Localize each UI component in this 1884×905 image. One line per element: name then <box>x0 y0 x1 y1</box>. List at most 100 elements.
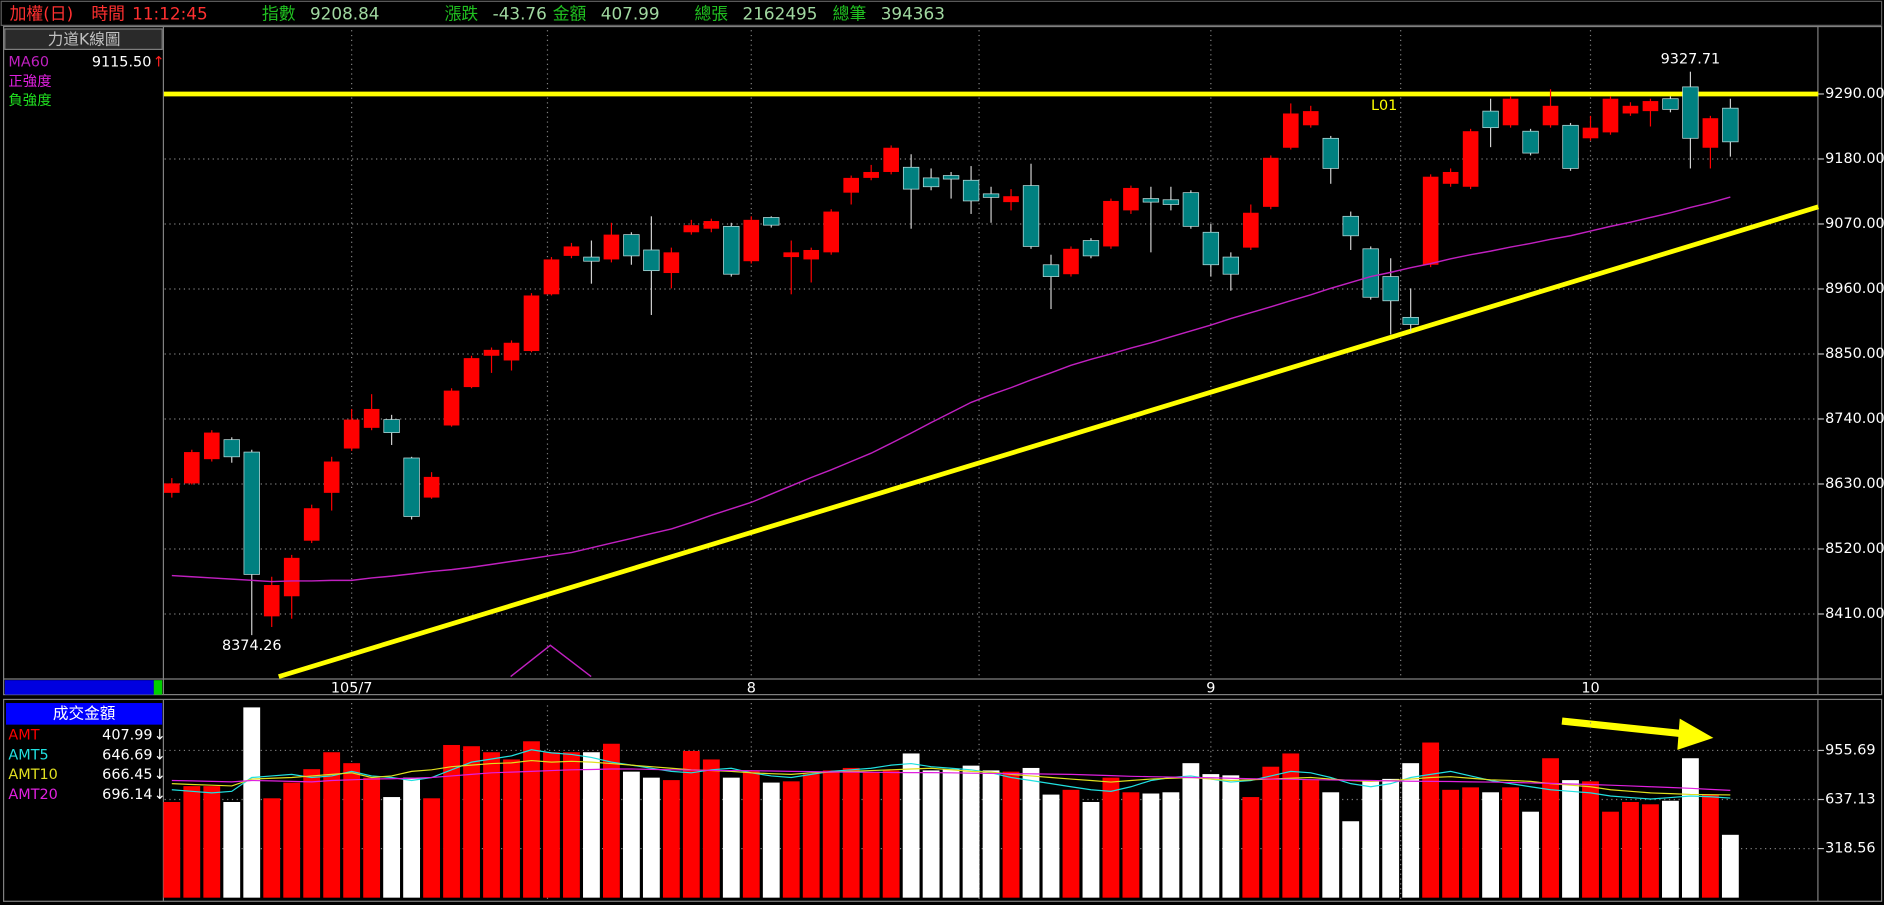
x-tick-label: 105/7 <box>331 681 373 697</box>
legend-name: AMT20 <box>8 787 57 803</box>
volume-bar <box>642 777 660 898</box>
legend-trend: ↓ <box>154 727 166 743</box>
trend-arrow <box>1561 717 1689 738</box>
header-field-label: 總張 <box>694 4 728 24</box>
scroll-thumb[interactable] <box>153 680 163 695</box>
candle-body <box>503 342 520 361</box>
volume-bar <box>1422 742 1440 898</box>
y-tick-label: 8740.00 <box>1825 411 1884 427</box>
candle-body <box>523 295 540 352</box>
volume-bar <box>1681 758 1699 898</box>
volume-bar <box>1582 781 1599 898</box>
header-time-label: 時間 <box>91 4 125 24</box>
y-tick-label: 9070.00 <box>1825 216 1884 232</box>
legend-name: 正強度 <box>8 73 51 90</box>
candle-body <box>1562 124 1579 169</box>
volume-bar <box>443 744 460 898</box>
volume-bar <box>383 797 401 898</box>
candle-body <box>942 175 960 180</box>
candle-body <box>1362 248 1379 298</box>
candle-body <box>1082 240 1100 257</box>
volume-bar <box>1462 787 1480 898</box>
volume-bar <box>1542 758 1559 898</box>
candle-body <box>823 211 840 253</box>
candle-body <box>1622 105 1639 114</box>
volume-bar <box>1662 800 1679 898</box>
volume-bar <box>962 765 980 898</box>
volume-bar <box>662 780 680 898</box>
candle-body <box>703 221 720 229</box>
y-tick-label: 8960.00 <box>1825 281 1884 297</box>
volume-bar <box>862 771 880 898</box>
candle-body <box>1422 176 1439 265</box>
volume-bar <box>1382 778 1400 898</box>
candle-body <box>323 461 340 493</box>
volume-bar <box>243 707 261 898</box>
header-field-value: 9208.84 <box>310 4 380 24</box>
volume-bar <box>323 752 341 898</box>
volume-bar <box>1562 780 1579 898</box>
candle-body <box>723 225 740 275</box>
chart-layer: 加權(日) 時間 11:12:45 指數 9208.84 漲跌 -43.76 金額 407.99… <box>8 4 1884 899</box>
volume-bar <box>1262 766 1280 898</box>
candle-body <box>403 457 420 517</box>
candle-body <box>623 234 640 257</box>
volume-bar <box>722 777 740 898</box>
volume-bar <box>1721 834 1739 898</box>
legend-name: AMT <box>8 727 39 743</box>
y-tick-label: 8520.00 <box>1825 541 1884 557</box>
candle-body <box>183 452 200 484</box>
candle-body <box>263 585 280 617</box>
header-field-label: 總筆 <box>833 4 867 24</box>
volume-bar <box>1222 775 1240 898</box>
candle-body <box>643 249 660 272</box>
candle-body <box>1123 187 1139 211</box>
volume-bar <box>223 801 241 898</box>
volume-bar <box>523 741 540 898</box>
volume-bar <box>1282 753 1300 898</box>
volume-bar <box>163 801 181 898</box>
candle-body <box>902 166 920 190</box>
price-annotation: 8374.26 <box>222 638 282 654</box>
volume-bar <box>503 759 520 898</box>
y-tick-label: 8630.00 <box>1825 476 1884 492</box>
volume-bar <box>1701 794 1719 898</box>
candle-body <box>843 177 859 193</box>
candle-body <box>743 219 760 262</box>
volume-bar <box>1362 781 1380 898</box>
candle-body <box>423 476 440 498</box>
candle-body <box>922 177 940 188</box>
volume-bar <box>982 770 1000 898</box>
candle-body <box>1582 127 1599 139</box>
volume-bar <box>1042 794 1060 898</box>
candle-body <box>1382 276 1399 302</box>
amt-line <box>171 768 1731 791</box>
candle-body <box>663 252 680 274</box>
volume-bar <box>1142 793 1160 898</box>
volume-bar <box>1082 801 1100 898</box>
candle-body <box>1003 196 1019 203</box>
y-tick-label: 318.56 <box>1825 841 1875 857</box>
volume-bar <box>1242 797 1260 898</box>
candle-body <box>223 439 240 458</box>
candle-body <box>883 147 899 172</box>
candle-body <box>1682 86 1699 139</box>
volume-bar <box>583 752 600 898</box>
volume-bar <box>1062 789 1080 898</box>
candle-body <box>783 252 800 258</box>
volume-bar <box>822 770 840 898</box>
header-time: 11:12:45 <box>132 4 208 24</box>
ma-line <box>171 196 1731 583</box>
volume-bar <box>1342 821 1360 898</box>
candle-body <box>303 508 320 541</box>
volume-bar <box>702 759 720 898</box>
candle-body <box>1142 198 1160 203</box>
candle-body <box>164 483 180 493</box>
y-tick-label: 8410.00 <box>1825 606 1884 622</box>
indicator-shape <box>510 644 592 678</box>
volume-bar <box>1402 763 1420 898</box>
candle-body <box>1022 185 1040 247</box>
header-field-value: 2162495 <box>743 4 818 24</box>
title-box <box>4 28 163 50</box>
